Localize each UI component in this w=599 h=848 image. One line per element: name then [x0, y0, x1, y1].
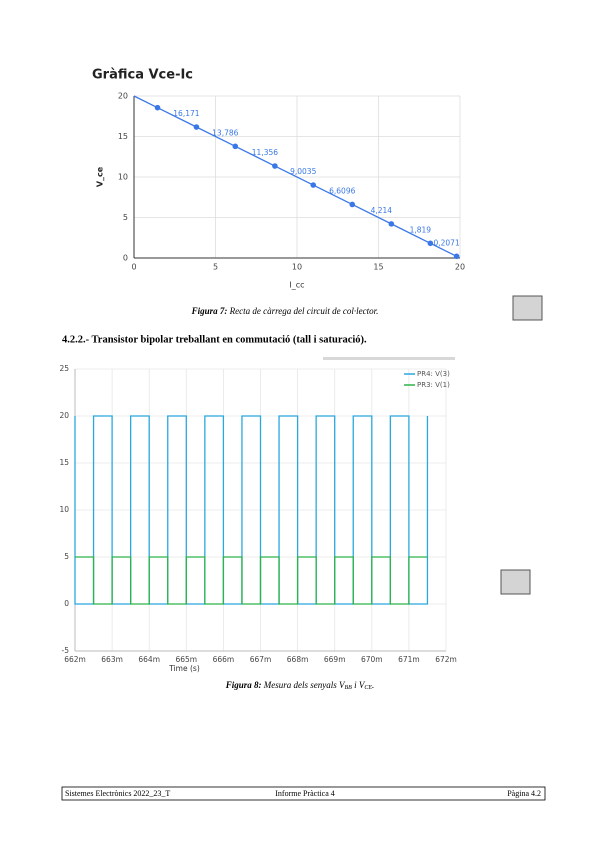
x-tick-label: 665m [175, 655, 197, 664]
data-label: 0,2071 [433, 238, 459, 247]
y-tick-label: 15 [59, 458, 69, 467]
data-point [453, 253, 460, 260]
bar [323, 357, 455, 360]
x-tick-label: 666m [213, 655, 235, 664]
data-point [193, 124, 200, 130]
y-tick-label: 15 [118, 132, 128, 141]
y-tick-label: 0 [64, 599, 69, 608]
chart-signals: -5 0 5 10 15 20 25 662m 663m 664m 665m 666m 667m 668m… [59, 364, 456, 673]
box [512, 295, 543, 321]
data-label: 11,356 [252, 148, 278, 157]
figure-caption: Figura 7: Recta de càrrega del circuit d… [191, 306, 379, 316]
y-tick-label: 25 [59, 364, 69, 373]
data-point [427, 240, 434, 247]
y-tick-label: 0 [123, 254, 128, 263]
data-label: 9,0035 [290, 167, 316, 176]
series-line [133, 95, 457, 257]
y-tick-label: 10 [59, 505, 69, 514]
footer-center: Informe Pràctica 4 [275, 789, 335, 798]
data-label: 16,171 [173, 109, 199, 118]
caption-text: Mesura dels senyals V [262, 680, 346, 690]
caption-text: Recta de càrrega del circuit de col·lect… [227, 306, 378, 316]
caption-text: . [372, 680, 374, 690]
chart-vce-ic: Gràfica Vce-Ic 0 5 10 15 20 0 5 10 15 20 I_cc V_ce 16… [92, 68, 465, 290]
data-point [232, 143, 239, 150]
section-heading: 4.2.2.- Transistor bipolar treballant en… [62, 334, 367, 345]
caption-text: i V [352, 680, 366, 690]
figure-caption: Figura 8: Mesura dels senyals VBB i VCE. [225, 680, 375, 691]
x-tick-label: 672m [435, 655, 457, 664]
caption-sub: BB [345, 685, 353, 691]
x-tick-label: 669m [324, 655, 346, 664]
x-tick-label: 670m [361, 655, 383, 664]
series-line [75, 556, 428, 605]
x-tick-label: 671m [398, 655, 420, 664]
chart-title: Gràfica Vce-Ic [92, 68, 193, 83]
legend-label: PR4: V(3) [417, 370, 450, 378]
y-tick-label: 20 [59, 411, 69, 420]
y-tick-label: 20 [118, 92, 128, 101]
series-line [74, 415, 429, 605]
data-point [272, 163, 278, 169]
y-tick-label: -5 [62, 646, 70, 655]
x-tick-label: 664m [138, 655, 160, 664]
data-point [310, 182, 317, 188]
x-tick-label: 5 [213, 263, 218, 272]
y-axis-label: V_ce [96, 166, 105, 187]
x-tick-label: 10 [292, 263, 302, 272]
caption-sub: CE [364, 685, 372, 691]
footer-right: Pàgina 4.2 [507, 789, 541, 798]
caption-label: Figura 7: [191, 306, 228, 316]
data-point [388, 221, 395, 227]
x-axis-label: I_cc [289, 281, 304, 290]
data-label: 1,819 [410, 225, 432, 234]
x-tick-label: 663m [101, 655, 123, 664]
x-tick-label: 667m [250, 655, 272, 664]
data-point [154, 104, 161, 111]
data-label: 6,6096 [329, 186, 355, 195]
x-tick-label: 20 [455, 263, 465, 272]
x-tick-label: 0 [131, 263, 136, 272]
x-tick-label: 668m [287, 655, 309, 664]
footer-left: Sistemes Electrònics 2022_23_T [65, 789, 170, 798]
caption-label: Figura 8: [225, 680, 262, 690]
y-tick-label: 10 [118, 173, 128, 182]
y-tick-label: 5 [64, 552, 69, 561]
footer-box [61, 786, 546, 801]
legend-label: PR3: V(1) [417, 381, 450, 389]
data-point [349, 201, 356, 208]
box [500, 569, 531, 595]
x-axis-label: Time (s) [168, 664, 200, 673]
y-tick-label: 5 [123, 213, 128, 222]
data-label: 13,786 [212, 128, 238, 137]
x-tick-label: 662m [64, 655, 86, 664]
data-label: 4,214 [371, 206, 393, 215]
x-tick-label: 15 [373, 263, 383, 272]
